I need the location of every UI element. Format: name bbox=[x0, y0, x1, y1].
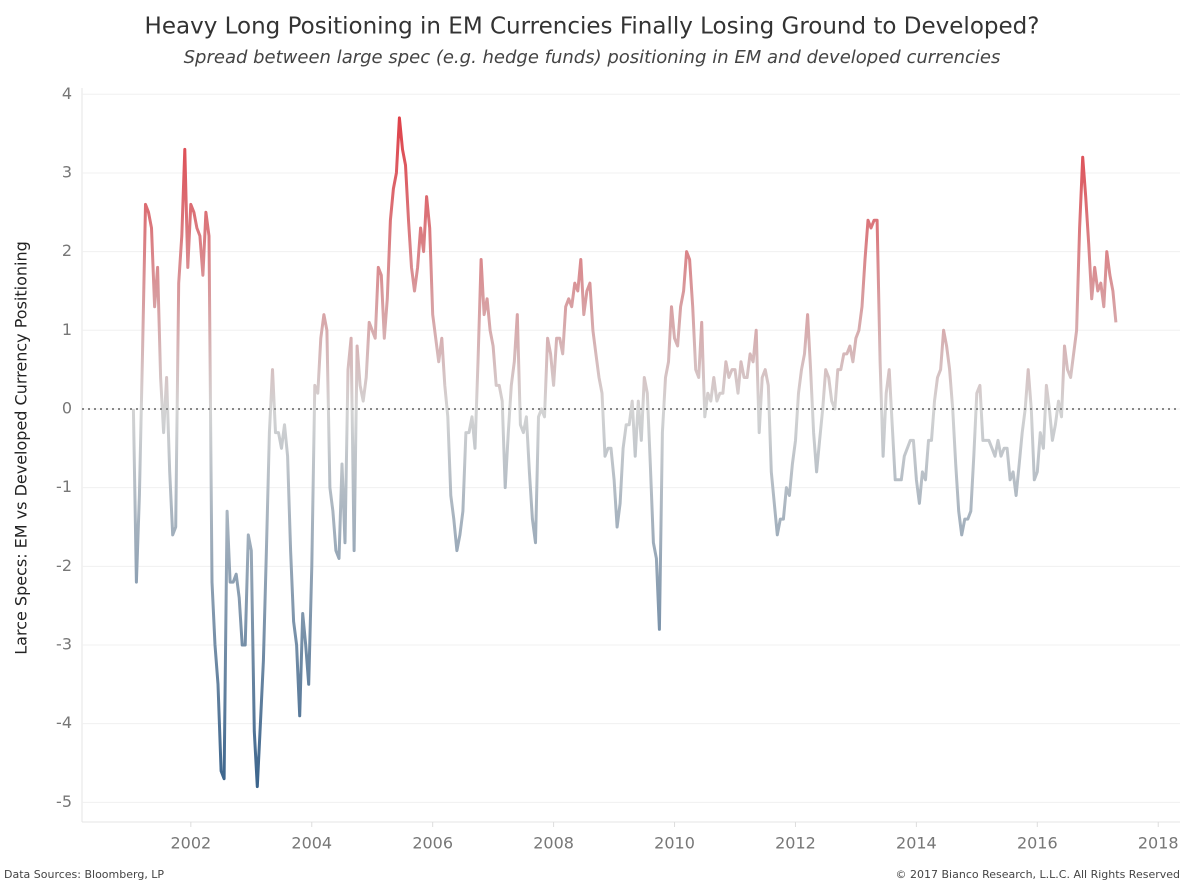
y-tick-label: -3 bbox=[56, 634, 72, 653]
x-tick-label: 2018 bbox=[1138, 834, 1179, 853]
axes bbox=[81, 88, 1180, 827]
x-tick-label: 2008 bbox=[533, 834, 574, 853]
x-tick-label: 2006 bbox=[412, 834, 453, 853]
y-tick-label: 3 bbox=[62, 162, 72, 181]
x-tick-label: 2014 bbox=[896, 834, 937, 853]
y-axis-title: Larce Specs: EM vs Developed Currency Po… bbox=[12, 241, 31, 655]
source-note: Data Sources: Bloomberg, LP bbox=[4, 868, 164, 881]
x-tick-label: 2012 bbox=[775, 834, 816, 853]
x-tick-label: 2002 bbox=[170, 834, 211, 853]
y-tick-label: -4 bbox=[56, 713, 72, 732]
x-tick-label: 2004 bbox=[291, 834, 332, 853]
y-tick-label: -2 bbox=[56, 556, 72, 575]
data-line bbox=[131, 116, 1118, 789]
x-tick-label: 2016 bbox=[1017, 834, 1058, 853]
copyright-note: © 2017 Bianco Research, L.L.C. All Right… bbox=[896, 868, 1180, 881]
y-tick-label: -1 bbox=[56, 477, 72, 496]
chart-subtitle: Spread between large spec (e.g. hedge fu… bbox=[184, 47, 1001, 68]
y-tick-label: 4 bbox=[62, 84, 72, 103]
chart-title: Heavy Long Positioning in EM Currencies … bbox=[145, 14, 1040, 40]
y-tick-label: -5 bbox=[56, 792, 72, 811]
y-tick-label: 0 bbox=[62, 398, 72, 417]
y-tick-label: 1 bbox=[62, 320, 72, 339]
y-tick-label: 2 bbox=[62, 241, 72, 260]
x-tick-label: 2010 bbox=[654, 834, 695, 853]
